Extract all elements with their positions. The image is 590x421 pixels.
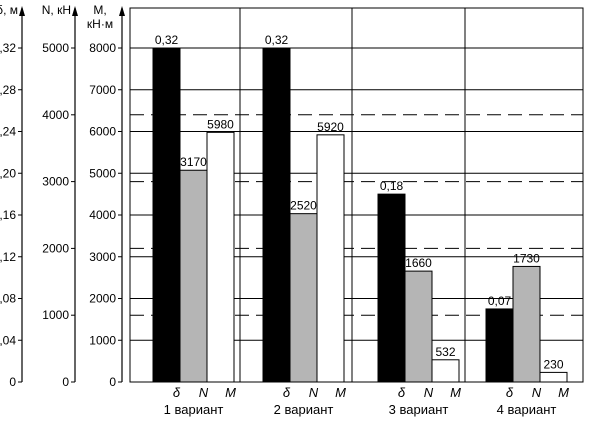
n-tick-label: 1000 bbox=[42, 308, 69, 322]
bar-symbol-label: δ bbox=[506, 385, 514, 400]
m-tick-label: 3000 bbox=[89, 250, 116, 264]
bar-n bbox=[179, 169, 208, 383]
data-label: 1730 bbox=[513, 251, 540, 265]
bar-m bbox=[316, 134, 345, 383]
bar-symbol-label: M bbox=[558, 385, 569, 400]
data-label: 0,32 bbox=[155, 33, 179, 47]
bar-symbol-label: M bbox=[335, 385, 346, 400]
bar-delta bbox=[377, 193, 406, 383]
bar-m bbox=[206, 131, 235, 383]
m-tick-label: 4000 bbox=[89, 208, 116, 222]
data-label: 230 bbox=[543, 357, 563, 371]
m-tick-label: 7000 bbox=[89, 83, 116, 97]
bar-delta bbox=[262, 47, 291, 383]
delta-tick-label: 0,32 bbox=[0, 41, 16, 55]
m-tick-label: 6000 bbox=[89, 125, 116, 139]
data-label: 5980 bbox=[207, 117, 234, 131]
data-label: 1660 bbox=[405, 256, 432, 270]
m-tick-label: 2000 bbox=[89, 292, 116, 306]
m-tick-label: 1000 bbox=[89, 333, 116, 347]
bar-delta bbox=[152, 47, 181, 383]
m-axis-title-line1: M, bbox=[93, 3, 106, 17]
delta-tick-label: 0,28 bbox=[0, 83, 16, 97]
n-tick-label: 2000 bbox=[42, 241, 69, 255]
n-tick-label: 0 bbox=[62, 375, 69, 389]
m-tick-label: 8000 bbox=[89, 41, 116, 55]
delta-tick-label: 0,04 bbox=[0, 333, 16, 347]
bar-symbol-label: M bbox=[225, 385, 236, 400]
bar-n bbox=[404, 270, 433, 383]
data-label: 5920 bbox=[317, 120, 344, 134]
n-axis-title: N, кН bbox=[42, 3, 71, 17]
delta-axis-title: δ, м bbox=[0, 3, 18, 17]
data-label: 532 bbox=[435, 345, 455, 359]
m-axis-title-line2: кН·м bbox=[87, 17, 113, 31]
bar-n bbox=[512, 265, 541, 383]
bar-n bbox=[289, 213, 318, 383]
delta-tick-label: 0 bbox=[9, 375, 16, 389]
n-tick-label: 3000 bbox=[42, 175, 69, 189]
data-label: 3170 bbox=[180, 155, 207, 169]
category-label: 4 вариант bbox=[497, 402, 557, 417]
bar-symbol-label: δ bbox=[398, 385, 406, 400]
bar-symbol-label: N bbox=[199, 385, 209, 400]
bar-m bbox=[539, 371, 568, 383]
m-tick-label: 5000 bbox=[89, 166, 116, 180]
category-label: 3 вариант bbox=[389, 402, 449, 417]
n-axis-arrow bbox=[72, 6, 78, 16]
delta-axis-arrow bbox=[19, 6, 25, 16]
plot-frame bbox=[129, 7, 584, 383]
bar-symbol-label: N bbox=[424, 385, 434, 400]
bar-symbol-label: N bbox=[309, 385, 319, 400]
category-label: 1 вариант bbox=[164, 402, 224, 417]
data-label: 0,18 bbox=[380, 179, 404, 193]
data-label: 0,32 bbox=[265, 33, 289, 47]
category-label: 2 вариант bbox=[274, 402, 334, 417]
bar-symbol-label: N bbox=[532, 385, 542, 400]
n-tick-label: 4000 bbox=[42, 108, 69, 122]
delta-tick-label: 0,12 bbox=[0, 250, 16, 264]
data-label: 0,07 bbox=[488, 294, 512, 308]
delta-tick-label: 0,16 bbox=[0, 208, 16, 222]
delta-tick-label: 0,20 bbox=[0, 166, 16, 180]
m-axis-arrow bbox=[119, 6, 125, 16]
delta-tick-label: 0,08 bbox=[0, 292, 16, 306]
bar-delta bbox=[485, 308, 514, 383]
bar-symbol-label: δ bbox=[283, 385, 291, 400]
bar-symbol-label: δ bbox=[173, 385, 181, 400]
bar-symbol-label: M bbox=[450, 385, 461, 400]
delta-tick-label: 0,24 bbox=[0, 125, 16, 139]
bar-m bbox=[431, 359, 460, 383]
data-label: 2520 bbox=[290, 199, 317, 213]
m-tick-label: 0 bbox=[109, 375, 116, 389]
n-tick-label: 5000 bbox=[42, 41, 69, 55]
